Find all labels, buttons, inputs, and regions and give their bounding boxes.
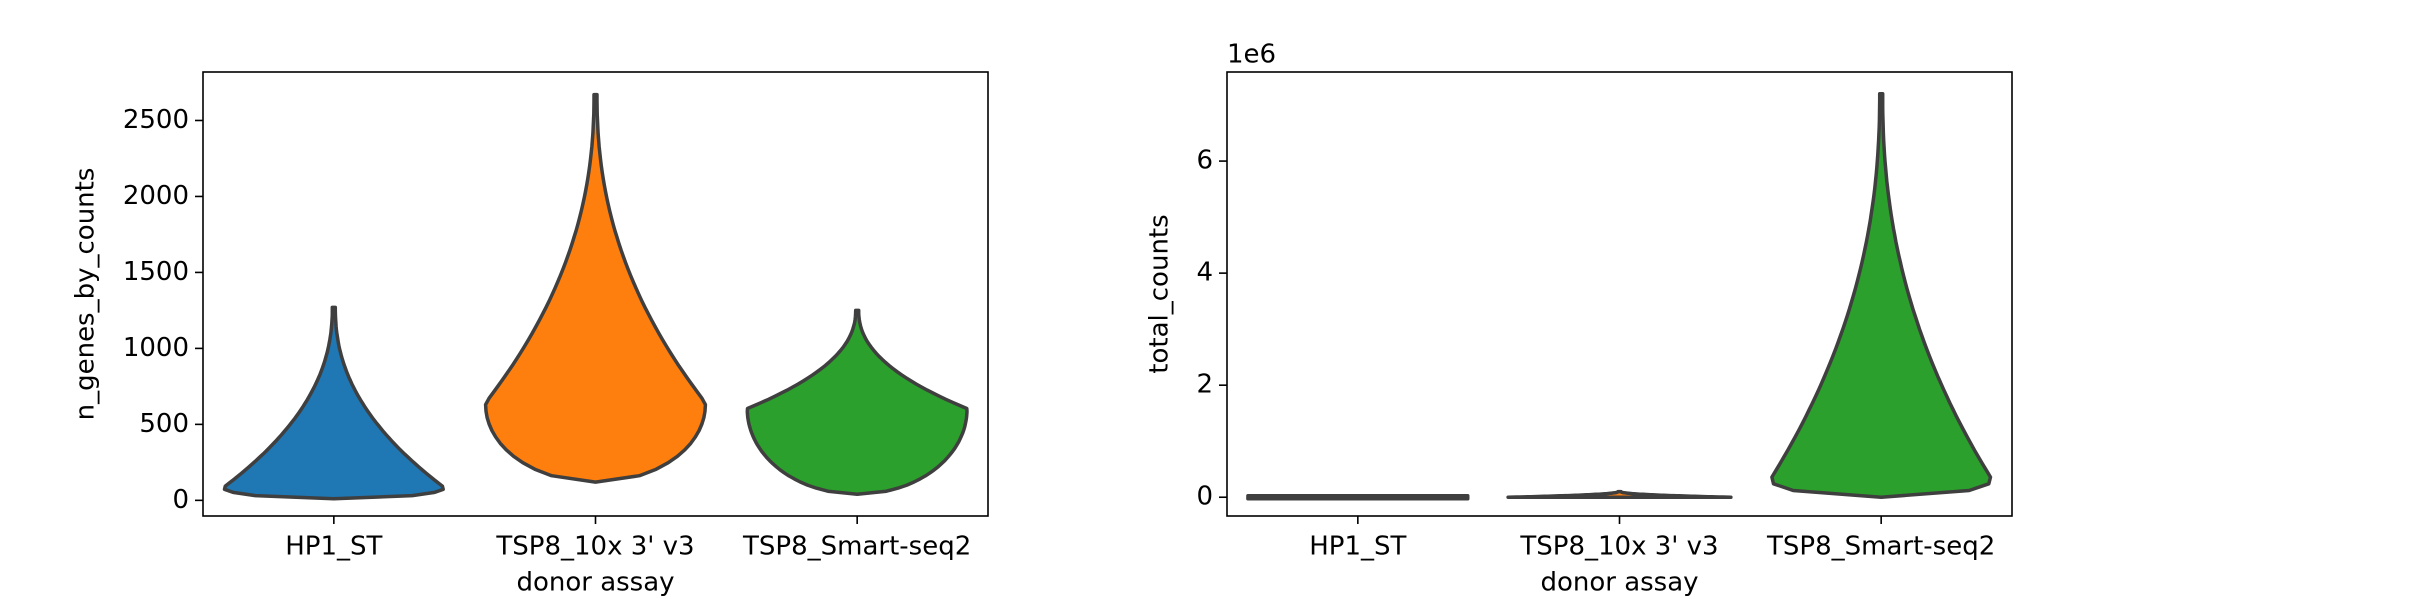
y-tick-label: 500: [139, 409, 189, 439]
violin: [1770, 92, 1993, 499]
x-axis-label: donor assay: [1540, 568, 1698, 598]
y-axis-label: total_counts: [1145, 214, 1175, 373]
violin: [1506, 489, 1733, 499]
x-tick-label: TSP8_10x 3' v3: [495, 532, 694, 562]
x-tick-label: TSP8_Smart-seq2: [742, 532, 971, 562]
axis-offset-label: 1e6: [1227, 40, 1276, 70]
y-tick-label: 1500: [123, 257, 189, 287]
x-axis-label: donor assay: [516, 568, 674, 598]
x-tick-label: TSP8_10x 3' v3: [1519, 532, 1718, 562]
y-tick-label: 6: [1196, 146, 1213, 176]
violin: [222, 305, 445, 501]
plot-frame: [1226, 71, 2013, 517]
y-tick-label: 1000: [123, 333, 189, 363]
x-tick-label: HP1_ST: [285, 532, 382, 562]
y-tick-label: 0: [1196, 482, 1213, 512]
violin: [483, 92, 708, 484]
y-tick-label: 2500: [123, 105, 189, 135]
y-tick-label: 0: [172, 485, 189, 515]
plot-frame: [202, 71, 989, 517]
violin: [1246, 493, 1470, 501]
y-tick-label: 2: [1196, 370, 1213, 400]
x-tick-label: TSP8_Smart-seq2: [1766, 532, 1995, 562]
y-axis-label: n_genes_by_counts: [71, 168, 101, 421]
y-tick-label: 2000: [123, 181, 189, 211]
y-tick-label: 4: [1196, 258, 1213, 288]
violin: [745, 308, 969, 497]
x-tick-label: HP1_ST: [1309, 532, 1406, 562]
